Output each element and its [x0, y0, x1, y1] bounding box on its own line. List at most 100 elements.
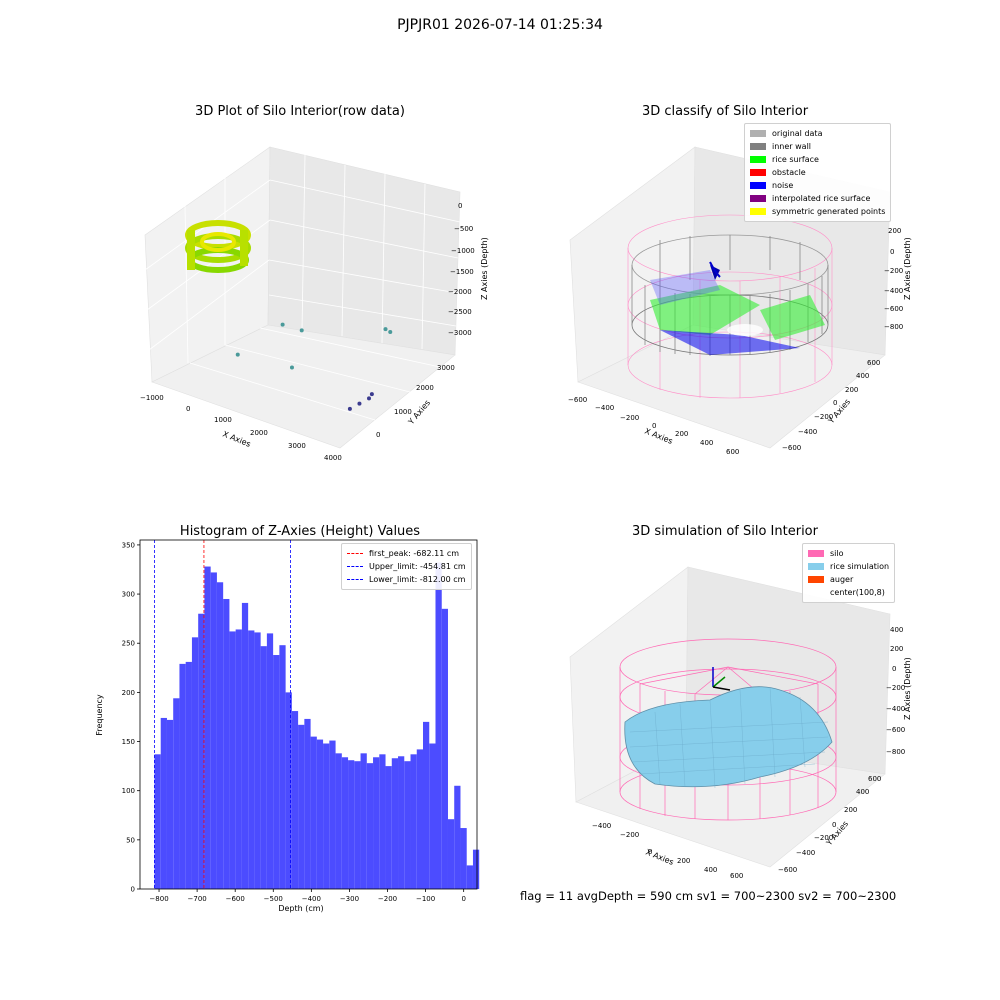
histogram-bar — [185, 661, 192, 889]
y-tick-label: 350 — [122, 541, 135, 549]
p1-ztick: −1500 — [450, 268, 474, 276]
histogram-bar — [423, 721, 430, 889]
legend-swatch — [750, 182, 766, 189]
scatter-point — [369, 392, 374, 397]
p4-xtick: 400 — [704, 866, 717, 874]
p1-ztick: −3000 — [448, 329, 472, 337]
legend-swatch — [808, 576, 824, 583]
legend-swatch — [808, 589, 824, 596]
histogram-legend: first_peak: -682.11 cm Upper_limit: -454… — [341, 543, 472, 590]
p1-xtick: 2000 — [250, 429, 268, 437]
p2-xtick: 400 — [700, 439, 713, 447]
histogram-bar — [373, 757, 380, 889]
panel4-3d-axes: −400 −200 0 200 400 600 −600 −400 −200 0… — [569, 566, 912, 880]
legend-swatch — [750, 208, 766, 215]
scatter-point — [347, 406, 352, 411]
p1-xtick: −1000 — [140, 394, 164, 402]
y-tick-label: 200 — [122, 689, 135, 697]
histogram-bar — [160, 717, 167, 889]
y-tick-label: 0 — [131, 886, 135, 894]
x-tick-label: −700 — [188, 895, 207, 903]
p2-xtick: −200 — [620, 414, 639, 422]
histogram-bar — [310, 736, 317, 889]
histogram-bar — [198, 613, 205, 889]
scatter-point — [235, 352, 240, 357]
histogram-bar — [385, 766, 392, 889]
p4-ztick: −200 — [886, 684, 905, 692]
legend-line — [347, 579, 363, 580]
histogram-bar — [404, 761, 411, 889]
legend-entry: silo — [808, 547, 889, 560]
legend-entry: noise — [750, 179, 885, 192]
histogram-bar — [329, 740, 336, 889]
legend-swatch — [750, 130, 766, 137]
x-tick-label: −300 — [340, 895, 359, 903]
p2-zlabel: Z Axies (Depth) — [903, 237, 912, 300]
histogram-bar — [416, 749, 424, 889]
p2-ytick: −400 — [798, 428, 817, 436]
histogram-xlabel: Depth (cm) — [278, 904, 323, 913]
legend-swatch — [750, 169, 766, 176]
histogram-bar — [216, 582, 224, 889]
histogram-bar — [210, 572, 217, 889]
histogram-bar — [341, 757, 349, 889]
p1-xtick: 4000 — [324, 454, 342, 460]
p4-ytick: −600 — [778, 866, 797, 874]
p2-ytick: 200 — [845, 386, 858, 394]
y-tick-label: 50 — [126, 836, 135, 844]
p1-zlabel: Z Axies (Depth) — [480, 237, 489, 300]
histogram-bar — [466, 865, 473, 889]
legend-entry: obstacle — [750, 166, 885, 179]
p4-ytick: 400 — [856, 788, 869, 796]
histogram-bar — [241, 602, 249, 889]
histogram-chart: −800 −700 −600 −500 −400 −300 −200 −100 0 0 50 100… — [95, 539, 480, 913]
legend-swatch — [808, 563, 824, 570]
legend-entry: inner wall — [750, 140, 885, 153]
histogram-bar — [248, 630, 255, 889]
histogram-bar — [229, 631, 236, 889]
panel4-auger-marker — [712, 667, 731, 691]
p4-ytick: 200 — [844, 806, 857, 814]
p4-xtick: 600 — [730, 872, 743, 880]
panel4-legend: silo rice simulation auger center(100,8) — [802, 543, 896, 603]
histogram-bar — [166, 719, 174, 889]
histogram-bar — [179, 663, 186, 889]
histogram-bar — [441, 608, 448, 889]
p4-xtick: 0 — [648, 848, 652, 856]
histogram-bar — [398, 756, 405, 889]
x-tick-label: 0 — [461, 895, 465, 903]
p4-ztick: 200 — [890, 645, 903, 653]
histogram-bar — [354, 761, 361, 889]
p1-ztick: −2500 — [448, 308, 472, 316]
p2-ztick: 200 — [888, 227, 901, 235]
p4-ytick: 0 — [832, 821, 836, 829]
status-footer: flag = 11 avgDepth = 590 cm sv1 = 700~23… — [520, 889, 897, 903]
p1-xtick: 1000 — [214, 416, 232, 424]
panel3-title: Histogram of Z-Axies (Height) Values — [179, 524, 421, 539]
legend-entry: Upper_limit: -454.81 cm — [347, 560, 466, 573]
histogram-bar — [279, 645, 286, 889]
p4-ztick: −400 — [886, 705, 905, 713]
panel2-legend: original data inner wall rice surface ob… — [744, 123, 892, 222]
histogram-bar — [429, 743, 436, 889]
p2-xtick: 0 — [652, 422, 656, 430]
scatter-point — [299, 328, 304, 333]
legend-entry: rice simulation — [808, 560, 889, 573]
y-tick-label: 150 — [122, 738, 135, 746]
y-tick-label: 250 — [122, 640, 135, 648]
p2-ytick: −200 — [814, 413, 833, 421]
histogram-bar — [410, 754, 417, 889]
legend-swatch — [750, 195, 766, 202]
p1-xlabel: X Axies — [221, 430, 252, 449]
p4-ztick: −600 — [886, 726, 905, 734]
legend-line — [347, 553, 363, 554]
scatter-point — [280, 322, 285, 327]
histogram-bar — [360, 753, 367, 889]
legend-entry: symmetric generated points — [750, 205, 885, 218]
p2-ytick: −600 — [782, 444, 801, 452]
legend-swatch — [750, 143, 766, 150]
histogram-bar — [266, 633, 274, 889]
histogram-y-ticks: 0 50 100 150 200 250 300 350 — [122, 541, 140, 894]
histogram-bar — [447, 819, 455, 889]
p4-ztick: 0 — [892, 665, 896, 673]
